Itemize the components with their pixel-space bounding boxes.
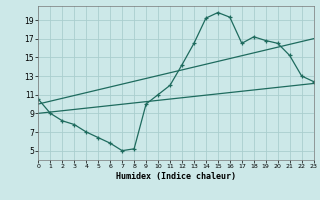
X-axis label: Humidex (Indice chaleur): Humidex (Indice chaleur)	[116, 172, 236, 181]
